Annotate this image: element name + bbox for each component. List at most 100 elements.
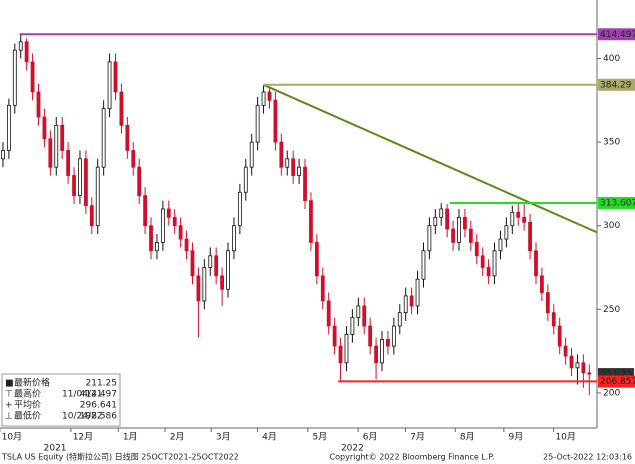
legend-date: 11/04/21 [62,390,102,400]
legend-label: 最低价 [14,410,41,422]
candle-body [101,108,106,168]
candle-body [54,124,59,168]
candle-body [255,104,260,143]
legend-label: 最新价格 [14,377,50,389]
candle-body [1,150,5,160]
x-tick-label: 8月 [460,432,475,443]
legend-symbol: ■ [5,379,14,389]
candle-body [575,362,580,369]
candle-body [427,225,432,252]
candle-body [155,242,159,252]
x-tick-label: 9月 [508,432,523,443]
y-tick-label: 300 [603,221,620,231]
level-box [598,375,635,388]
x-tick-label: 7月 [410,432,425,443]
candle-body [486,267,491,277]
candle-body [474,242,479,257]
footer-center: Copyright© 2022 Bloomberg Finance L.P. [330,453,495,462]
candle-body [433,216,438,227]
candle-body [279,141,284,168]
candle-body [125,124,130,151]
x-tick-label: 3月 [216,432,231,443]
candle-body [557,325,562,347]
legend-value: 296.641 [80,401,117,411]
x-tick-label: 2月 [170,432,185,443]
year-label: 2022 [341,444,364,454]
legend-date: 10/24/22 [62,412,102,422]
candle-body [107,61,112,110]
candle-body [95,166,100,227]
level-box [598,28,635,41]
legend-label: 平均价 [14,399,41,411]
y-tick-label: 250 [603,305,620,315]
candle-body [587,372,592,375]
candle-body [468,228,473,243]
level-label: 313.607 [600,198,635,208]
legend-value: 211.25 [86,379,118,389]
candle-body [581,362,586,374]
candle-body [463,216,467,230]
candle-body [451,228,455,243]
candle-body [36,91,41,118]
candle-body [226,250,230,290]
candle-body [149,225,153,252]
legend-symbol: ⊥ [5,412,13,422]
candle-body [172,216,177,227]
level-box [598,196,635,209]
level-label: 414.497 [600,30,635,40]
candle-body [237,191,242,227]
candle-body [48,138,53,168]
candle-body [320,275,325,302]
candle-body [243,166,248,193]
legend-box [1,373,121,427]
candle-body [160,208,165,243]
candle-body [208,255,213,268]
candle-body [30,61,35,93]
y-tick-label: 200 [603,388,620,398]
legend-symbol: + [5,401,13,411]
candle-body [368,325,373,347]
candle-body [480,255,485,268]
candle-body [374,345,378,364]
x-tick-label: 6月 [363,432,378,443]
candle-body [344,333,349,364]
candle-body [415,278,420,307]
legend-value: 414.497 [80,390,117,400]
candle-body [166,208,171,218]
candle-body [202,267,207,302]
candle-body [314,242,319,277]
candle-body [78,158,82,197]
candle-body [391,325,396,347]
candle-body [445,208,450,230]
candle-body [439,208,444,218]
candle-body [196,275,201,302]
candle-body [516,211,521,218]
candle-body [273,99,278,143]
candle-body [178,225,183,240]
candle-body [291,158,296,176]
legend-symbol: ⊤ [5,390,13,400]
candle-body [232,225,236,252]
candle-body [24,41,29,63]
candle-body [457,216,461,243]
candle-body [386,338,390,347]
candle-body [42,116,47,140]
candle-body [545,292,550,314]
candle-body [421,250,426,280]
candle-body [534,250,538,277]
candle-body [540,275,544,293]
candle-body [326,300,331,327]
legend-value: 198.586 [80,412,117,422]
candle-body [403,295,408,314]
candle-body [350,317,355,335]
candle-body [18,41,23,51]
candle-body [267,91,272,101]
x-tick-label: 10月 [2,432,22,443]
y-tick-label: 350 [603,138,620,148]
candle-body [303,166,307,202]
candle-body [220,275,224,290]
candle-body [297,166,301,176]
x-tick-label: 5月 [312,432,327,443]
